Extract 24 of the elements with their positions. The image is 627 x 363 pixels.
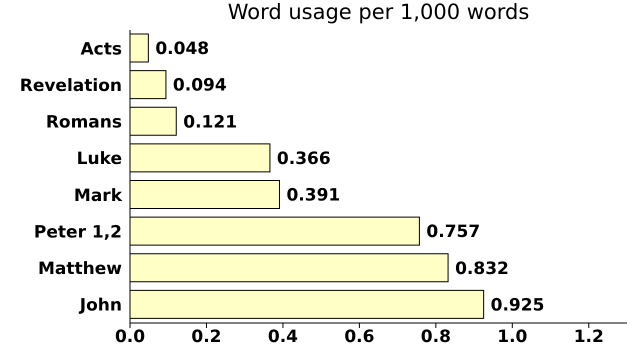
data-label: 0.391 [286,186,340,206]
data-label: 0.094 [172,76,227,96]
data-label: 0.366 [276,148,331,169]
data-label: 0.757 [426,222,480,242]
chart-title: Word usage per 1,000 words [226,0,530,24]
x-tick-label: 0.8 [420,327,451,348]
y-tick-label: Peter 1,2 [34,222,122,242]
data-label: 0.832 [455,258,509,279]
y-tick-label: Acts [80,39,122,60]
y-tick-label: Romans [46,112,122,133]
x-tick-label: 1.0 [497,327,528,348]
x-tick-label: 1.2 [574,327,604,348]
data-label: 0.048 [155,39,210,60]
data-label: 0.121 [183,112,238,132]
y-tick-label: Mark [74,186,123,206]
x-tick-label: 0.2 [191,327,222,348]
x-tick-label: 0.0 [114,327,146,348]
y-tick-label: Matthew [38,259,122,280]
x-tick-label: 0.4 [268,327,298,348]
data-label: 0.925 [490,295,544,316]
y-tick-label: Revelation [20,76,122,96]
y-tick-label: John [78,296,122,316]
x-tick-label: 0.6 [344,327,374,348]
y-tick-label: Luke [76,149,122,170]
